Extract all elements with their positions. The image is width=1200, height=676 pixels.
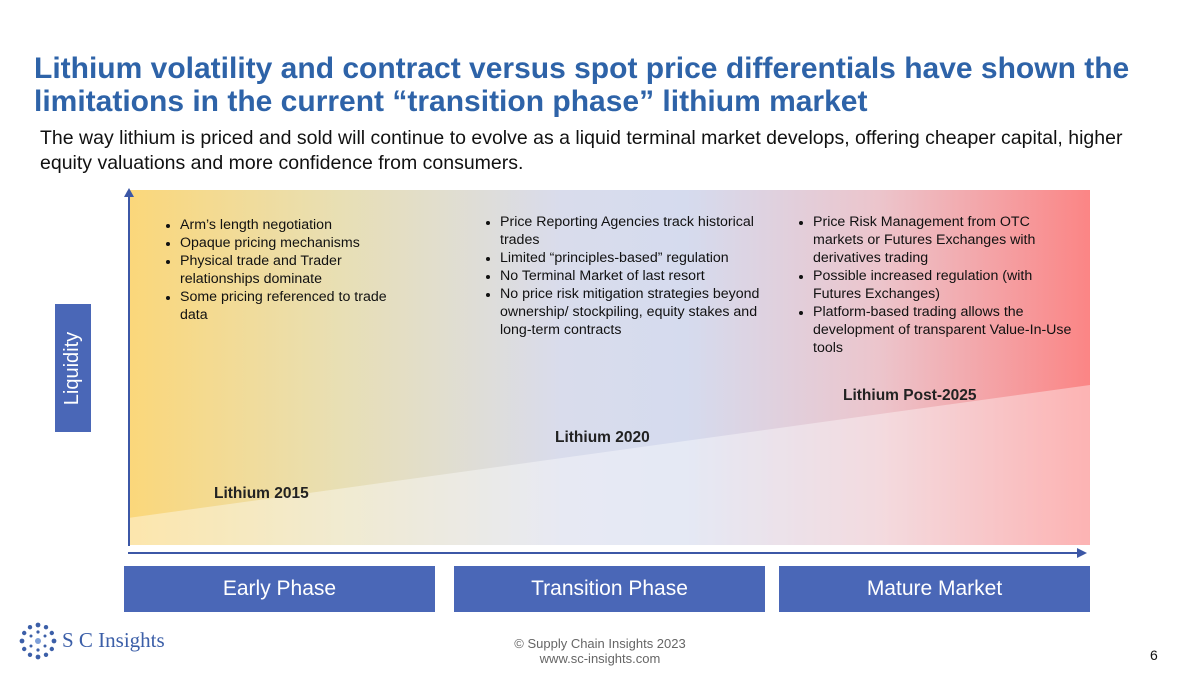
slide-subtitle: The way lithium is priced and sold will …	[40, 127, 1123, 174]
stage-label-post-2025: Lithium Post-2025	[843, 387, 977, 404]
list-item: Physical trade and Trader relationships …	[180, 252, 410, 288]
phase-label: Early Phase	[222, 577, 337, 600]
stage-label-2020: Lithium 2020	[555, 429, 650, 446]
phase-box-early: Early Phase	[124, 566, 435, 612]
phase-label: Transition Phase	[531, 577, 688, 600]
x-axis-arrowhead	[1077, 548, 1087, 558]
list-item: Platform-based trading allows the develo…	[813, 303, 1083, 357]
liquidity-wedge	[128, 385, 1090, 545]
list-item: Limited “principles-based” regulation	[500, 249, 760, 267]
phase-label: Mature Market	[866, 577, 1003, 600]
copyright-text: © Supply Chain Insights 2023	[514, 636, 686, 651]
list-item: Price Risk Management from OTC markets o…	[813, 213, 1083, 267]
list-item: No Terminal Market of last resort	[500, 267, 760, 285]
y-axis-line	[128, 196, 130, 546]
mature-market-characteristics: Price Risk Management from OTC markets o…	[793, 213, 1083, 357]
logo-text: S C Insights	[62, 628, 165, 652]
transition-phase-characteristics: Price Reporting Agencies track historica…	[480, 213, 760, 339]
liquidity-axis-label: Liquidity	[55, 304, 91, 432]
list-item: Price Reporting Agencies track historica…	[500, 213, 760, 249]
slide-title: Lithium volatility and contract versus s…	[34, 52, 1130, 118]
page-number: 6	[1150, 647, 1158, 663]
list-item: No price risk mitigation strategies beyo…	[500, 285, 760, 339]
list-item: Opaque pricing mechanisms	[180, 234, 410, 252]
liquidity-gradient-panel	[128, 190, 1090, 545]
list-item: Possible increased regulation (with Futu…	[813, 267, 1083, 303]
phase-box-transition: Transition Phase	[454, 566, 765, 612]
list-item: Some pricing referenced to trade data	[180, 288, 410, 324]
stage-label-2015: Lithium 2015	[214, 485, 309, 502]
liquidity-axis-label-text: Liquidity	[61, 331, 84, 405]
sc-insights-logo-icon	[19, 622, 57, 660]
phase-box-mature: Mature Market	[779, 566, 1090, 612]
website-text: www.sc-insights.com	[539, 651, 661, 666]
early-phase-characteristics: Arm’s length negotiation Opaque pricing …	[160, 216, 410, 324]
x-axis-line	[128, 552, 1078, 554]
y-axis-arrowhead	[124, 188, 134, 197]
list-item: Arm’s length negotiation	[180, 216, 410, 234]
footer-credits: © Supply Chain Insights 2023 www.sc-insi…	[470, 636, 730, 666]
